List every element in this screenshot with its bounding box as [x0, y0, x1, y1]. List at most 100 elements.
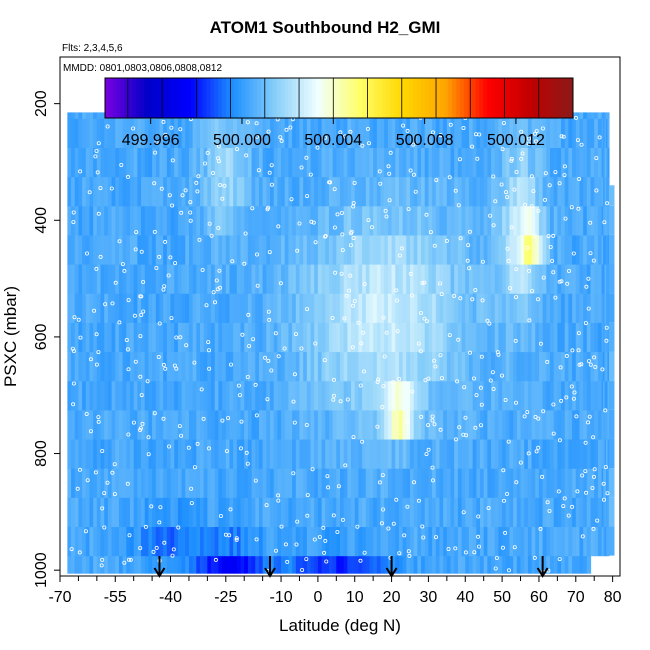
heatmap-cell — [446, 380, 452, 411]
heatmap-cell — [513, 264, 518, 294]
heatmap-cell — [606, 438, 609, 469]
sample-point — [304, 155, 309, 160]
heatmap-cell — [483, 176, 488, 207]
sample-point — [375, 424, 380, 429]
heatmap-cell — [133, 264, 138, 294]
sample-point — [126, 174, 131, 179]
heatmap-cell — [387, 409, 393, 440]
heatmap-cell — [288, 351, 293, 382]
heatmap-cell — [498, 234, 503, 265]
heatmap-cell — [93, 118, 98, 148]
sample-point — [381, 315, 386, 320]
heatmap-cell — [207, 322, 212, 353]
heatmap-cell — [601, 351, 604, 382]
sample-point — [351, 201, 356, 206]
heatmap-cell — [597, 526, 603, 557]
heatmap-cell — [181, 234, 186, 265]
heatmap-cell — [262, 234, 267, 265]
heatmap-cell — [317, 147, 323, 178]
heatmap-cell — [535, 147, 540, 178]
heatmap-cell — [340, 526, 345, 557]
heatmap-cell — [354, 205, 360, 236]
heatmap-cell — [391, 438, 396, 469]
heatmap-cell — [358, 351, 363, 382]
heatmap-cell — [155, 118, 161, 148]
heatmap-cell — [480, 264, 485, 294]
sample-point — [242, 261, 247, 266]
sample-point — [100, 557, 105, 562]
heatmap-cell — [491, 147, 496, 178]
heatmap-cell — [417, 468, 422, 498]
heatmap-cell — [354, 147, 360, 178]
heatmap-cell — [443, 497, 448, 528]
heatmap-cell — [325, 264, 330, 294]
heatmap-cell — [166, 468, 172, 498]
sample-point — [276, 493, 281, 498]
heatmap-cell — [299, 234, 304, 265]
colorbar-segment — [487, 78, 492, 118]
heatmap-cell — [358, 264, 363, 294]
sample-point — [507, 286, 512, 291]
heatmap-cell — [509, 205, 514, 236]
heatmap-cell — [498, 555, 503, 574]
sample-point — [448, 122, 453, 127]
heatmap-cell — [314, 380, 319, 411]
heatmap-cell — [317, 205, 323, 236]
sample-point — [98, 186, 103, 191]
heatmap-cell — [432, 409, 437, 440]
heatmap-cell — [384, 438, 389, 469]
heatmap-cell — [586, 380, 592, 411]
heatmap-cell — [144, 147, 150, 178]
heatmap-cell — [177, 526, 183, 557]
sample-point — [300, 568, 305, 573]
heatmap-cell — [277, 380, 282, 411]
heatmap-cell — [461, 234, 466, 265]
heatmap-cell — [384, 234, 389, 265]
heatmap-cell — [362, 264, 367, 294]
heatmap-cell — [608, 205, 615, 235]
heatmap-cell — [203, 468, 208, 498]
heatmap-cell — [100, 380, 105, 411]
heatmap-cell — [546, 147, 551, 178]
heatmap-cell — [196, 351, 201, 382]
heatmap-cell — [266, 147, 271, 178]
sample-point — [478, 385, 483, 390]
sample-point — [289, 197, 294, 202]
heatmap-cell — [325, 380, 330, 411]
sample-point — [189, 501, 194, 506]
heatmap-cell — [594, 438, 599, 469]
heatmap-cell — [155, 351, 161, 382]
heatmap-cell — [604, 234, 607, 265]
heatmap-cell — [233, 147, 238, 178]
heatmap-cell — [373, 351, 378, 382]
colorbar-segment — [284, 78, 289, 118]
heatmap-cell — [126, 468, 131, 498]
sample-point — [384, 214, 389, 219]
heatmap-cell — [465, 176, 470, 207]
heatmap-cell — [435, 118, 441, 148]
heatmap-cell — [586, 176, 592, 207]
sample-point — [430, 414, 435, 419]
colorbar-segment — [171, 78, 176, 118]
heatmap-cell — [133, 555, 138, 574]
heatmap-cell — [281, 118, 286, 148]
heatmap-cell — [542, 118, 547, 148]
heatmap-cell — [247, 468, 253, 498]
heatmap-cell — [465, 555, 470, 574]
heatmap-cell — [107, 497, 113, 528]
heatmap-cell — [126, 555, 131, 574]
heatmap-cell — [118, 468, 124, 498]
heatmap-cell — [115, 468, 120, 498]
sample-point — [576, 138, 581, 143]
sample-point — [503, 397, 508, 402]
heatmap-cell — [376, 438, 382, 469]
heatmap-cell — [365, 293, 371, 323]
sample-point — [375, 379, 380, 384]
heatmap-cell — [262, 322, 267, 353]
heatmap-cell — [597, 409, 603, 440]
colorbar-segment — [222, 78, 227, 118]
sample-point — [163, 366, 168, 371]
heatmap-cell — [163, 176, 168, 207]
sample-point — [584, 284, 589, 289]
heatmap-cell — [211, 380, 216, 411]
